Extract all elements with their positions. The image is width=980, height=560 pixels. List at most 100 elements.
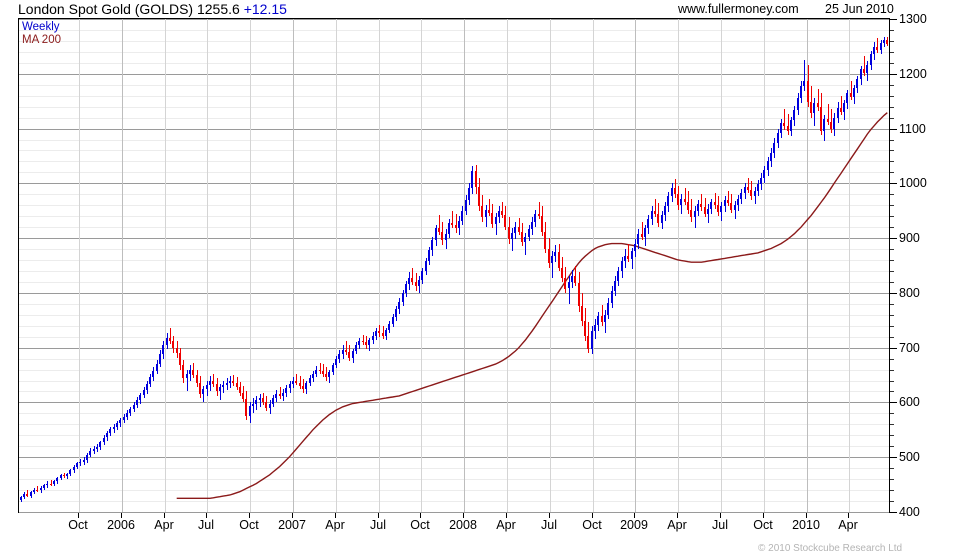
candle-body <box>707 208 709 214</box>
candle-body <box>226 382 228 385</box>
y-axis-tick <box>890 359 894 360</box>
candle-body <box>269 403 271 408</box>
x-axis-label: 2008 <box>449 518 477 532</box>
x-axis-label: Jul <box>712 518 728 532</box>
x-axis-tick <box>335 513 336 518</box>
candle-body <box>773 142 775 153</box>
y-axis-tick <box>890 402 897 403</box>
candle-wick <box>37 485 38 493</box>
y-axis-tick <box>890 74 897 75</box>
gridline-minor <box>19 41 889 42</box>
x-axis-label: Oct <box>410 518 430 532</box>
x-axis-label: Apr <box>154 518 174 532</box>
candle-body <box>866 65 868 73</box>
candle-body <box>358 341 360 346</box>
candle-wick <box>326 367 327 381</box>
candle-body <box>33 489 35 493</box>
gridline-minor <box>19 435 889 436</box>
gridline-major <box>19 348 889 349</box>
candle-body <box>568 281 570 289</box>
candle-body <box>880 43 882 50</box>
gridline-vertical <box>336 19 337 512</box>
candle-body <box>425 261 427 271</box>
candle-body <box>368 339 370 346</box>
candle-body <box>109 429 111 434</box>
candle-body <box>534 214 536 222</box>
candle-body <box>651 210 653 220</box>
candle-body <box>428 250 430 262</box>
candle-body <box>800 85 802 98</box>
y-axis-tick <box>890 129 897 130</box>
gridline-minor <box>19 446 889 447</box>
ma200-path <box>176 112 888 499</box>
candle-body <box>431 240 433 251</box>
candle-body <box>46 483 48 486</box>
gridline-vertical <box>79 19 80 512</box>
candle-body <box>647 219 649 229</box>
candle-wick <box>552 251 553 278</box>
candle-wick <box>300 376 301 390</box>
candle-body <box>325 373 327 378</box>
candle-body <box>737 198 739 206</box>
y-axis-tick <box>890 96 894 97</box>
candle-body <box>790 119 792 131</box>
candle-body <box>398 301 400 310</box>
x-axis-tick <box>121 513 122 518</box>
candle-body <box>471 171 473 188</box>
candle-body <box>820 106 822 131</box>
y-axis-tick <box>890 238 897 239</box>
candle-body <box>564 277 566 289</box>
candle-body <box>249 405 251 416</box>
gridline-vertical <box>507 19 508 512</box>
candle-wick <box>416 273 417 291</box>
candle-body <box>495 217 497 224</box>
candle-body <box>717 205 719 212</box>
x-axis-tick <box>549 513 550 518</box>
candle-body <box>302 386 304 390</box>
gridline-vertical <box>250 19 251 512</box>
candle-body <box>856 79 858 88</box>
y-axis-label: 800 <box>899 286 920 300</box>
candle-body <box>365 342 367 346</box>
x-axis-label: 2010 <box>792 518 820 532</box>
y-axis-label: 500 <box>899 450 920 464</box>
candle-body <box>694 210 696 218</box>
candle-body <box>352 350 354 358</box>
candle-body <box>813 103 815 114</box>
candle-wick <box>701 194 702 211</box>
candle-body <box>680 198 682 206</box>
candle-body <box>607 302 609 315</box>
candle-body <box>79 461 81 464</box>
candle-body <box>846 93 848 104</box>
candle-body <box>192 369 194 376</box>
candle-body <box>332 365 334 372</box>
candle-wick <box>383 325 384 339</box>
candle-body <box>312 373 314 379</box>
gridline-major <box>19 293 889 294</box>
candle-body <box>445 233 447 241</box>
y-axis-tick <box>890 260 894 261</box>
y-axis-label: 400 <box>899 505 920 519</box>
candle-body <box>392 316 394 324</box>
candle-body <box>803 81 805 86</box>
candle-wick <box>788 114 789 136</box>
candle-body <box>196 375 198 383</box>
y-axis-tick <box>890 512 897 513</box>
candle-body <box>571 276 573 282</box>
candle-body <box>285 388 287 393</box>
gridline-minor <box>19 63 889 64</box>
x-axis-label: 2006 <box>107 518 135 532</box>
candle-body <box>518 227 520 232</box>
legend-item-ma200: MA 200 <box>22 34 61 46</box>
candle-body <box>720 206 722 212</box>
y-axis-tick <box>890 326 894 327</box>
gridline-vertical <box>849 19 850 512</box>
candle-body <box>541 216 543 232</box>
candle-wick <box>233 375 234 386</box>
candle-wick <box>27 490 28 497</box>
candle-body <box>787 126 789 131</box>
candle-body <box>36 489 38 491</box>
y-axis-tick <box>890 63 894 64</box>
candle-body <box>23 493 25 498</box>
gridline-major <box>19 19 889 20</box>
